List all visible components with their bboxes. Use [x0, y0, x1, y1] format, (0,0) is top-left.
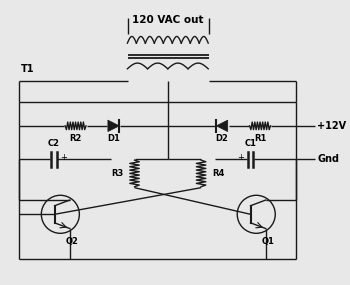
Polygon shape: [216, 120, 228, 132]
Text: 120 VAC out: 120 VAC out: [132, 15, 204, 25]
Text: Q2: Q2: [65, 237, 78, 246]
Text: C1: C1: [245, 139, 257, 148]
Text: +: +: [237, 153, 244, 162]
Text: Q1: Q1: [261, 237, 274, 246]
Text: Gnd: Gnd: [317, 154, 339, 164]
Text: R2: R2: [69, 135, 82, 143]
Text: D2: D2: [216, 135, 229, 143]
Polygon shape: [108, 120, 119, 132]
Text: R3: R3: [111, 169, 123, 178]
Text: D1: D1: [107, 135, 120, 143]
Text: T1: T1: [20, 64, 34, 74]
Text: R4: R4: [212, 169, 225, 178]
Text: R1: R1: [254, 135, 266, 143]
Text: +: +: [60, 153, 67, 162]
Text: +12V: +12V: [317, 121, 346, 131]
Text: C2: C2: [48, 139, 60, 148]
